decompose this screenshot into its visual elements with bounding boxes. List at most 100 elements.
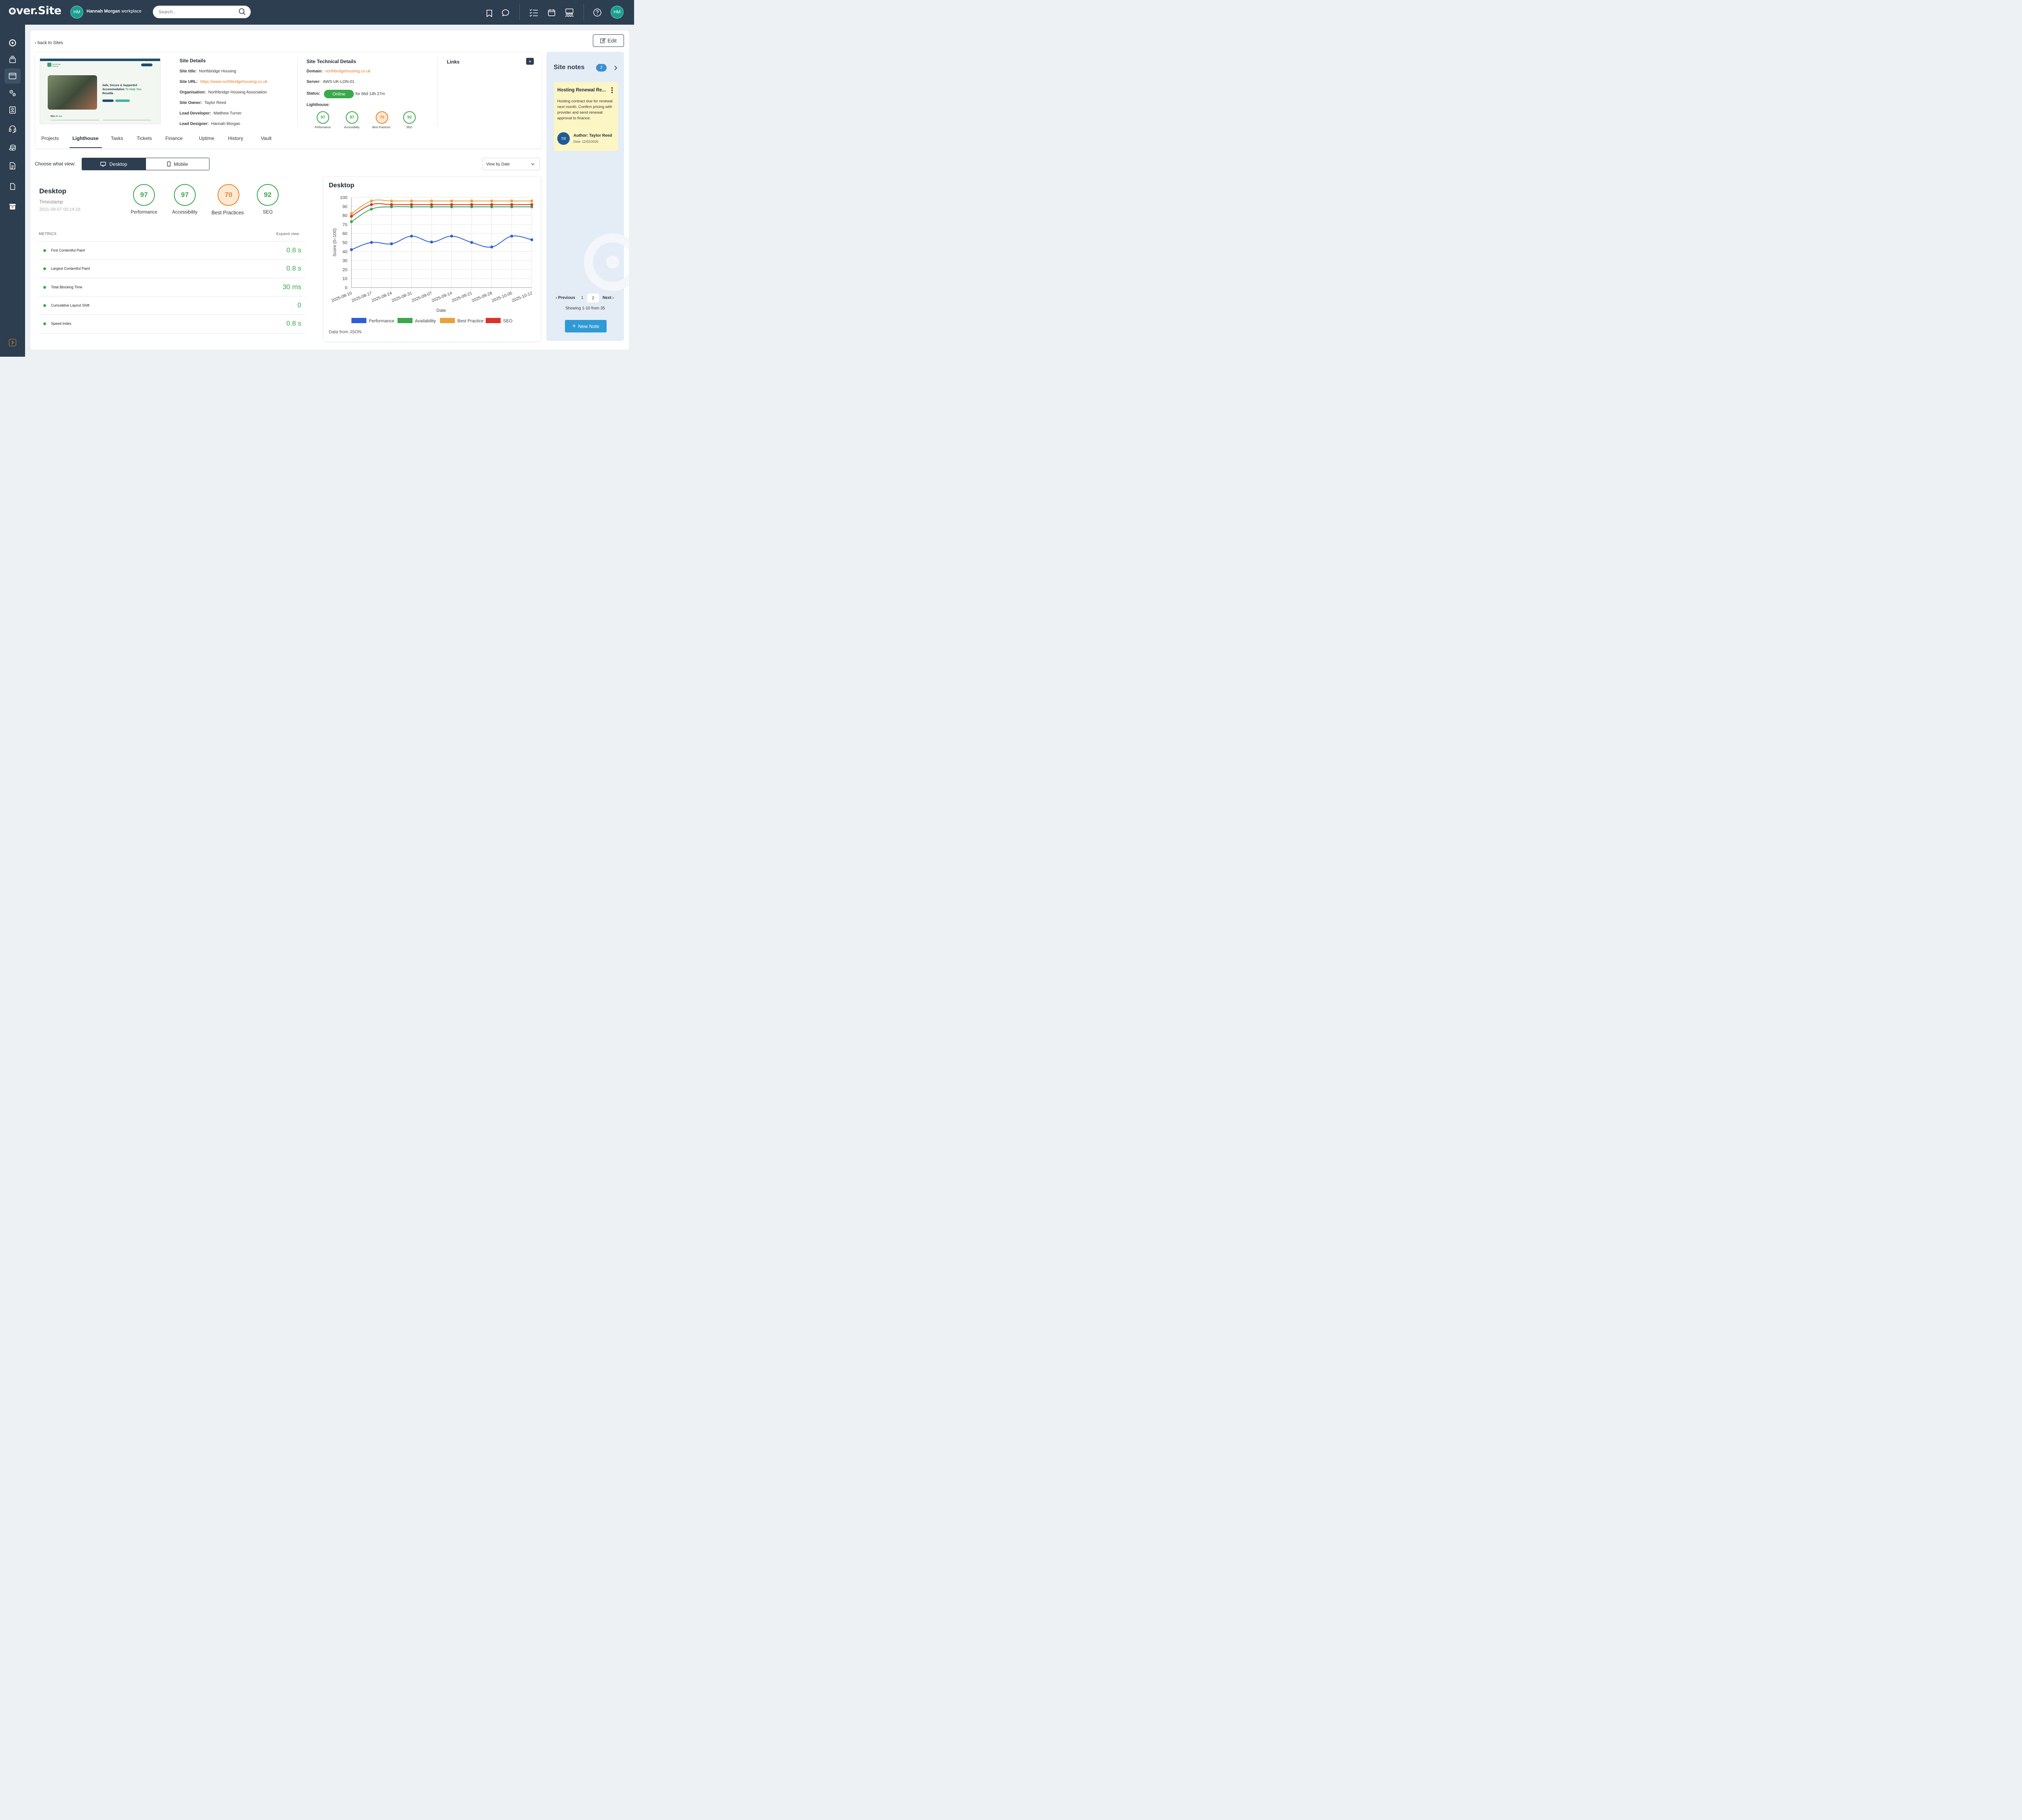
tab-uptime[interactable]: Uptime bbox=[199, 135, 215, 141]
best-practices-label: Best Practices bbox=[212, 210, 244, 216]
chevron-right-icon[interactable] bbox=[614, 65, 618, 72]
lighthouse-label: Lighthouse: bbox=[307, 103, 332, 107]
legend-swatch bbox=[351, 318, 366, 323]
edit-button[interactable]: Edit bbox=[593, 34, 624, 47]
tab-projects[interactable]: Projects bbox=[41, 135, 59, 141]
search-icon[interactable] bbox=[239, 8, 246, 17]
data-point bbox=[430, 203, 433, 206]
note-body: Hosting contract due for renewal next mo… bbox=[557, 99, 613, 121]
app-logo[interactable]: ver.Site bbox=[9, 4, 61, 17]
expand-view-link[interactable]: Expand view bbox=[276, 232, 299, 236]
chevron-down-icon bbox=[531, 163, 535, 165]
page-2-button[interactable]: 2 bbox=[587, 294, 599, 303]
document-icon[interactable] bbox=[4, 158, 21, 174]
kebab-menu-icon[interactable] bbox=[611, 87, 613, 95]
performance-score: 97 bbox=[133, 184, 155, 206]
data-point bbox=[470, 205, 473, 209]
thumb-text-line bbox=[51, 120, 99, 121]
y-tick-label: 90 bbox=[343, 204, 347, 209]
user-avatar[interactable]: HM bbox=[611, 6, 624, 19]
status-badge: Online bbox=[324, 90, 354, 98]
search-input[interactable] bbox=[158, 8, 236, 16]
metric-name: Total Blocking Time bbox=[51, 285, 82, 289]
top-bar bbox=[0, 0, 634, 25]
tab-vault[interactable]: Vault bbox=[261, 135, 272, 141]
site-notes-heading: Site notes bbox=[554, 64, 585, 71]
desktop-view-button[interactable]: Desktop bbox=[82, 158, 146, 170]
bookmark-icon[interactable] bbox=[484, 8, 494, 18]
tab-tasks[interactable]: Tasks bbox=[111, 135, 123, 141]
checklist-icon[interactable] bbox=[529, 8, 539, 17]
legend-swatch bbox=[440, 318, 455, 323]
workspace-avatar[interactable]: HM bbox=[70, 6, 83, 19]
chat-icon[interactable] bbox=[501, 8, 510, 18]
y-tick-label: 50 bbox=[343, 241, 347, 245]
contacts-icon[interactable] bbox=[4, 102, 21, 118]
settings-icon[interactable] bbox=[4, 85, 21, 101]
add-link-button[interactable]: + bbox=[526, 58, 534, 65]
status-dot bbox=[43, 267, 46, 270]
label: Domain: bbox=[307, 69, 323, 74]
page-1-button[interactable]: 1 bbox=[581, 296, 584, 300]
archive-icon[interactable] bbox=[4, 199, 21, 214]
lighthouse-best-practices-label: Best Practices bbox=[372, 126, 391, 129]
timestamp-label: Timestamp bbox=[39, 199, 63, 205]
data-point bbox=[370, 199, 373, 203]
divider bbox=[437, 57, 438, 126]
data-point bbox=[510, 203, 514, 206]
domain-link[interactable]: northbridgehousing.co.uk bbox=[325, 69, 371, 74]
support-icon[interactable] bbox=[4, 121, 21, 137]
legend-label: Performance bbox=[369, 319, 394, 324]
metric-value: 0.8 s bbox=[286, 246, 301, 254]
data-point bbox=[350, 220, 353, 223]
legend-label: Availability bbox=[415, 319, 436, 324]
tab-finance[interactable]: Finance bbox=[165, 135, 183, 141]
workspace-switcher[interactable]: Hannah Morgan workplace bbox=[87, 9, 142, 14]
sites-icon[interactable] bbox=[4, 68, 21, 84]
data-point bbox=[390, 242, 393, 245]
dashboard-icon[interactable] bbox=[4, 35, 21, 51]
tab-lighthouse[interactable]: Lighthouse bbox=[72, 135, 99, 141]
divider bbox=[297, 57, 298, 126]
y-tick-label: 60 bbox=[343, 231, 347, 236]
new-note-label: New Note bbox=[578, 323, 600, 329]
thumb-text-line bbox=[103, 120, 151, 121]
technical-heading: Site Technical Details bbox=[307, 59, 356, 64]
stack-icon[interactable] bbox=[4, 52, 21, 67]
site-url-link[interactable]: https://www.northbridgehousing.co.uk bbox=[200, 80, 268, 84]
help-icon[interactable] bbox=[592, 8, 602, 17]
tab-tickets[interactable]: Tickets bbox=[137, 135, 152, 141]
expand-sidebar-icon[interactable] bbox=[9, 339, 16, 346]
site-owner-row: Site Owner: Taylor Reed bbox=[180, 101, 226, 105]
team-icon[interactable] bbox=[565, 8, 574, 17]
next-page-button[interactable]: Next › bbox=[603, 296, 614, 300]
back-to-sites-link[interactable]: ‹ back to Sites bbox=[35, 40, 63, 45]
new-note-button[interactable]: + New Note bbox=[565, 320, 607, 332]
view-label: Choose what view: bbox=[35, 161, 76, 167]
thumb-headline: Safe, Secure & Supported Accommodation T… bbox=[102, 84, 151, 96]
data-point bbox=[450, 203, 453, 206]
previous-page-button[interactable]: ‹ Previous bbox=[556, 296, 575, 300]
thumb-topbar bbox=[40, 59, 160, 61]
y-tick-label: 100 bbox=[340, 195, 347, 200]
data-point bbox=[410, 203, 413, 206]
mobile-icon bbox=[167, 161, 171, 167]
site-thumbnail[interactable]: Northbridge Housing Safe, Secure & Suppo… bbox=[40, 58, 161, 124]
calendar-icon[interactable] bbox=[547, 8, 556, 17]
label: Lead Designer: bbox=[180, 122, 209, 126]
y-tick-label: 0 bbox=[345, 286, 347, 290]
finance-coins-icon[interactable] bbox=[4, 140, 21, 156]
file-icon[interactable] bbox=[4, 179, 21, 194]
performance-label: Performance bbox=[131, 210, 157, 215]
label: Site Owner: bbox=[180, 101, 202, 105]
label: Server: bbox=[307, 80, 321, 84]
notes-count-badge: 2 bbox=[596, 64, 607, 72]
data-point bbox=[470, 241, 473, 244]
view-by-select[interactable]: View by Date bbox=[482, 158, 540, 170]
best-practices-score: 70 bbox=[218, 184, 239, 206]
mobile-view-button[interactable]: Mobile bbox=[146, 158, 209, 170]
tab-history[interactable]: History bbox=[228, 135, 243, 141]
data-point bbox=[470, 199, 473, 203]
metric-row: Largest Contentful Paint 0.8 s bbox=[39, 259, 305, 278]
metric-row: First Contentful Paint 0.8 s bbox=[39, 241, 305, 260]
